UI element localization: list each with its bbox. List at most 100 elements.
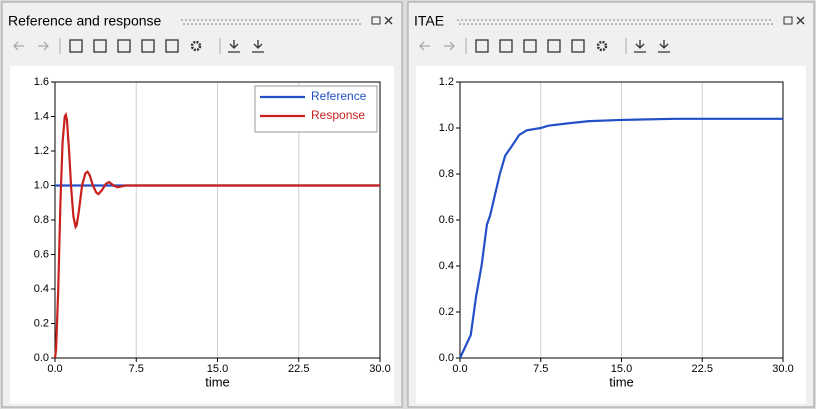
grip-dot: [233, 19, 235, 21]
grip-dot: [213, 19, 215, 21]
grip-dot: [563, 23, 565, 25]
table-button[interactable]: [69, 39, 83, 53]
grip-dot: [705, 19, 707, 21]
forward-button[interactable]: [38, 41, 49, 51]
grip-dot: [259, 23, 261, 25]
grip-dot: [513, 19, 515, 21]
grip-dot: [489, 19, 491, 21]
grip-dot: [739, 23, 741, 25]
grip-dot: [639, 23, 641, 25]
legend-label: Reference: [311, 89, 367, 103]
close-button[interactable]: [384, 16, 393, 25]
grip-dot: [621, 19, 623, 21]
grip-dot: [225, 19, 227, 21]
grip-dot: [315, 23, 317, 25]
grip-dot: [765, 19, 767, 21]
grip-dot: [483, 23, 485, 25]
snapshot-button[interactable]: [93, 39, 107, 53]
grip-dot: [767, 23, 769, 25]
grip-dot: [629, 19, 631, 21]
y-tick-label: 0.4: [439, 260, 454, 272]
settings-button[interactable]: [596, 40, 608, 52]
grip-dot: [637, 19, 639, 21]
y-tick-label: 0.4: [34, 283, 49, 295]
forward-button[interactable]: [444, 41, 455, 51]
grip-dot: [243, 23, 245, 25]
close-button[interactable]: [796, 16, 805, 25]
grip-dot: [235, 23, 237, 25]
grip-dot: [291, 23, 293, 25]
grip-dot: [619, 23, 621, 25]
grip-dot: [307, 23, 309, 25]
grip-dot: [553, 19, 555, 21]
grip-dot: [239, 23, 241, 25]
grip-dot: [647, 23, 649, 25]
grip-dot: [615, 23, 617, 25]
maximize-button[interactable]: [783, 16, 793, 25]
grip-dot: [543, 23, 545, 25]
plot-frame: [459, 81, 784, 359]
grip-dot: [357, 19, 359, 21]
grip-dot: [199, 23, 201, 25]
grip-dot: [479, 23, 481, 25]
grip-dot: [317, 19, 319, 21]
grip-dot: [627, 23, 629, 25]
grip-dot: [353, 19, 355, 21]
grip-dot: [237, 19, 239, 21]
grip-dot: [359, 23, 361, 25]
blank-button[interactable]: [571, 39, 585, 53]
delete-button[interactable]: [547, 39, 561, 53]
snapshot-button[interactable]: [499, 39, 513, 53]
x-tick-label: 15.0: [611, 363, 632, 375]
grip-dot: [503, 23, 505, 25]
grip-dot: [209, 19, 211, 21]
grip-dot: [471, 23, 473, 25]
grip-dot: [763, 23, 765, 25]
grip-dot: [625, 19, 627, 21]
delete-button[interactable]: [141, 39, 155, 53]
grip-dot: [515, 23, 517, 25]
grip-dot: [521, 19, 523, 21]
copy-button[interactable]: [523, 39, 537, 53]
blank-button[interactable]: [165, 39, 179, 53]
grip-dot: [509, 19, 511, 21]
grip-dot: [467, 23, 469, 25]
grip-dot: [589, 19, 591, 21]
export-button[interactable]: [634, 40, 646, 53]
panel-title: Reference and response: [8, 13, 162, 29]
grip-dot: [191, 23, 193, 25]
export-button[interactable]: [252, 40, 264, 53]
grip-dot: [731, 23, 733, 25]
grip-dot: [671, 23, 673, 25]
legend-box: [254, 85, 378, 133]
grip-dot: [759, 23, 761, 25]
grip-dot: [469, 19, 471, 21]
copy-button[interactable]: [117, 39, 131, 53]
grip-dot: [487, 23, 489, 25]
y-tick-label: 0.2: [439, 306, 454, 318]
grip-dot: [217, 19, 219, 21]
grip-dot: [723, 23, 725, 25]
grip-dot: [193, 19, 195, 21]
back-button[interactable]: [13, 41, 24, 51]
grip-dot: [673, 19, 675, 21]
export-button[interactable]: [658, 40, 670, 53]
x-tick-label: 22.5: [288, 363, 309, 375]
grip-dot: [585, 19, 587, 21]
grip-dot: [575, 23, 577, 25]
grip-dot: [555, 23, 557, 25]
grip-dot: [631, 23, 633, 25]
settings-button[interactable]: [190, 40, 202, 52]
grip-dot: [221, 19, 223, 21]
export-button[interactable]: [228, 40, 240, 53]
grip-dot: [313, 19, 315, 21]
grip-dot: [685, 19, 687, 21]
grip-dot: [609, 19, 611, 21]
grip-dot: [485, 19, 487, 21]
grip-dot: [527, 23, 529, 25]
grip-dot: [677, 19, 679, 21]
grip-dot: [737, 19, 739, 21]
back-button[interactable]: [419, 41, 430, 51]
table-button[interactable]: [475, 39, 489, 53]
maximize-button[interactable]: [371, 16, 381, 25]
